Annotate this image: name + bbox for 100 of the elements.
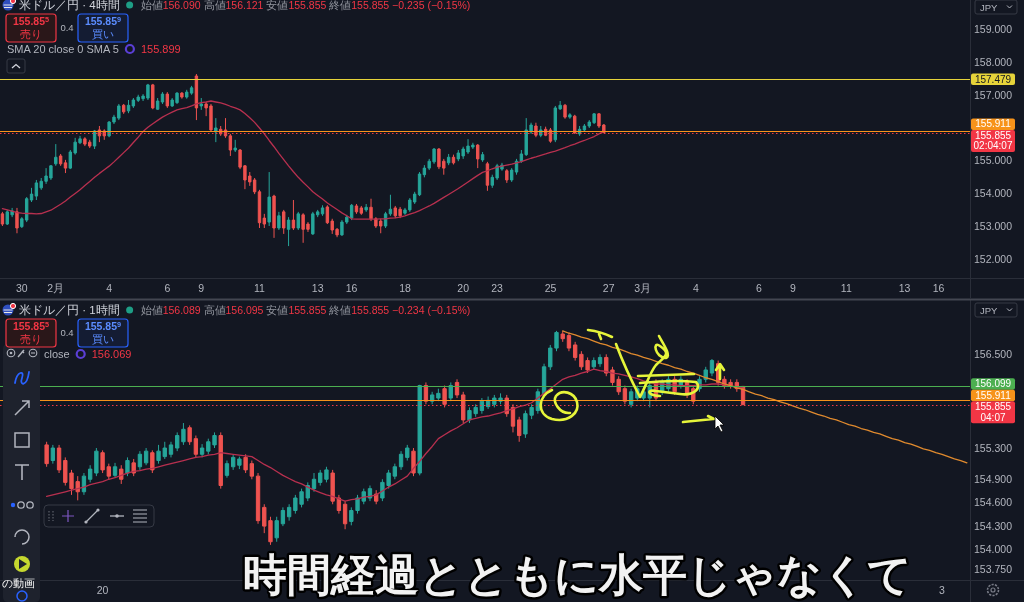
candlestick: [274, 516, 279, 543]
candlestick: [568, 112, 572, 120]
candlestick: [628, 388, 634, 408]
candlestick: [582, 123, 587, 132]
candlestick: [286, 216, 291, 247]
candlestick: [143, 447, 149, 466]
candlestick: [160, 91, 165, 105]
candlestick: [267, 171, 271, 227]
candlestick: [249, 460, 254, 480]
x-tick-label: 20: [96, 584, 109, 596]
candlestick: [277, 211, 281, 231]
candlestick: [448, 381, 453, 402]
candlestick: [405, 444, 410, 462]
candlestick: [442, 385, 447, 408]
candlestick: [566, 331, 572, 352]
x-tick-label: 6: [756, 282, 763, 294]
y-tick-label: 154.600: [974, 496, 1013, 509]
x-tick-label: 30: [15, 282, 28, 294]
candlestick: [291, 199, 296, 231]
x-tick-label: 3月: [634, 282, 652, 294]
chart-title: 米ドル／円 · 1時間: [19, 304, 120, 317]
candlestick: [87, 464, 93, 483]
x-tick-label: 11: [840, 282, 852, 294]
candlestick: [388, 194, 393, 217]
annotation: 0.4: [60, 22, 74, 33]
y-tick-label: 154.000: [974, 543, 1013, 556]
candlestick: [622, 385, 628, 405]
candlestick: [505, 168, 509, 184]
candlestick: [155, 97, 160, 111]
annotation: 156.069: [91, 348, 132, 360]
x-tick-label: 3: [939, 584, 946, 596]
x-tick-label: 25: [544, 282, 557, 294]
y-tick-label: 154.300: [974, 519, 1013, 532]
y-tick-label: 158.000: [974, 55, 1013, 68]
candlestick: [311, 472, 317, 493]
annotation: SMA 20 close 0 SMA 5: [7, 43, 119, 55]
candlestick: [255, 472, 261, 525]
ref-line-label: 155.911: [975, 389, 1012, 401]
x-tick-label: 9: [198, 282, 205, 294]
candlestick: [58, 153, 63, 167]
y-tick-label: 154.000: [974, 187, 1013, 200]
candlestick: [572, 341, 578, 362]
annotation: 155.85$^{5}$ 売り: [12, 14, 50, 40]
candlestick: [218, 431, 223, 490]
annotation: 155.85$^{9}$ 買い: [84, 319, 122, 345]
x-tick-label: 27: [602, 282, 615, 294]
candlestick: [34, 179, 39, 201]
candlestick: [94, 447, 99, 477]
candlestick: [187, 424, 192, 446]
candlestick: [50, 444, 56, 465]
candlestick: [257, 189, 262, 229]
y-tick-label: 152.000: [974, 253, 1013, 266]
candlestick: [392, 463, 398, 480]
candlestick: [189, 85, 194, 96]
x-tick-label: 18: [399, 282, 411, 294]
candlestick: [81, 472, 87, 496]
candlestick: [185, 89, 189, 100]
candlestick: [131, 97, 136, 109]
candlestick: [597, 353, 603, 368]
candlestick: [398, 450, 404, 471]
candlestick: [417, 384, 422, 476]
candlestick: [137, 450, 143, 471]
candlestick: [451, 154, 456, 165]
x-tick-label: 13: [311, 282, 324, 294]
annotation: の動画: [2, 577, 35, 589]
candlestick: [454, 378, 460, 399]
candlestick: [165, 91, 170, 109]
ref-line-label: 155.911: [975, 118, 1012, 130]
candlestick: [151, 83, 155, 110]
x-tick-label: 16: [345, 282, 358, 294]
candlestick: [480, 151, 485, 163]
candlestick: [436, 388, 441, 402]
y-tick-label: 156.500: [974, 347, 1013, 360]
candlestick: [224, 460, 230, 479]
candlestick: [233, 139, 237, 153]
x-tick-label: 23: [491, 282, 504, 294]
y-tick-label: 154.900: [974, 472, 1013, 485]
annotation: 155.85$^{9}$ 買い: [84, 14, 122, 40]
candlestick: [63, 159, 68, 174]
candlestick: [336, 494, 342, 515]
candlestick: [485, 161, 490, 192]
candlestick: [126, 99, 131, 114]
line-series: [45, 368, 744, 502]
x-tick-label: 16: [932, 282, 945, 294]
annotation: 始値156.089 高値156.095 安値155.855 終値155.855 −0.234 (−0.15%): [140, 304, 471, 316]
candlestick: [330, 469, 335, 505]
candlestick: [364, 203, 368, 213]
candlestick: [591, 356, 596, 371]
candlestick: [354, 203, 359, 215]
x-tick-label: 4: [693, 282, 700, 294]
candlestick: [320, 204, 325, 217]
candlestick: [553, 105, 558, 143]
candlestick: [359, 205, 364, 216]
y-tick-label: 159.000: [974, 22, 1013, 35]
annotation: 始値156.090 高値156.121 安値155.855 終値155.855 −0.235 (−0.15%): [140, 0, 471, 11]
chart-title: 米ドル／円 · 4時間: [19, 0, 120, 12]
candlestick: [563, 103, 567, 120]
candlestick: [369, 198, 373, 222]
candlestick: [0, 211, 5, 227]
y-tick-label: 157.000: [974, 88, 1013, 101]
